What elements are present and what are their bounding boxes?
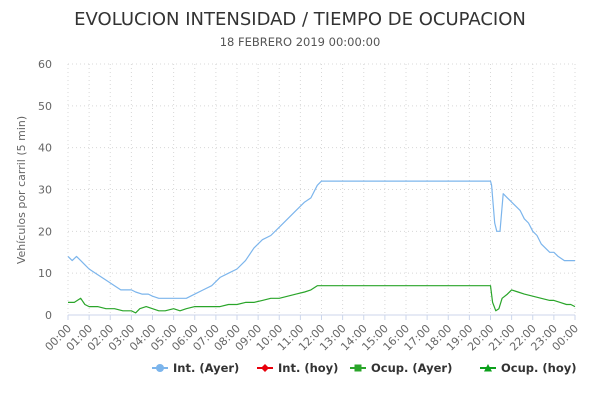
legend-item-3[interactable]: Ocup. (Ayer) bbox=[350, 361, 452, 375]
series-line-3 bbox=[68, 285, 576, 314]
legend-item-1[interactable]: Int. (Ayer) bbox=[152, 361, 239, 375]
y-tick-label: 40 bbox=[38, 142, 52, 155]
legend-triangle-marker bbox=[484, 364, 492, 372]
series-layer bbox=[67, 180, 576, 314]
y-tick-label: 60 bbox=[38, 58, 52, 71]
legend-label: Ocup. (Ayer) bbox=[371, 361, 452, 375]
chart-subtitle: 18 FEBRERO 2019 00:00:00 bbox=[220, 35, 381, 49]
grid-layer bbox=[67, 63, 576, 316]
legend-circle-marker bbox=[156, 364, 164, 372]
legend: Int. (Ayer) Int. (hoy) Ocup. (Ayer) Ocup. (… bbox=[152, 361, 576, 375]
y-axis-label: Vehículos por carril (5 min) bbox=[15, 116, 28, 264]
chart-title: EVOLUCION INTENSIDAD / TIEMPO DE OCUPACI… bbox=[74, 9, 526, 30]
y-tick-label: 20 bbox=[38, 225, 52, 238]
axis-layer: 010203040506000:0001:0002:0003:0004:0005… bbox=[38, 58, 581, 354]
legend-label: Int. (hoy) bbox=[278, 361, 338, 375]
y-tick-label: 10 bbox=[38, 267, 52, 280]
legend-item-4[interactable]: Ocup. (hoy) bbox=[480, 361, 576, 375]
y-tick-label: 0 bbox=[45, 309, 52, 322]
y-tick-label: 30 bbox=[38, 184, 52, 197]
legend-item-2[interactable]: Int. (hoy) bbox=[257, 361, 338, 375]
legend-square-marker bbox=[354, 364, 362, 372]
y-tick-label: 50 bbox=[38, 100, 52, 113]
legend-label: Ocup. (hoy) bbox=[501, 361, 576, 375]
legend-diamond-marker bbox=[261, 364, 269, 372]
legend-label: Int. (Ayer) bbox=[173, 361, 239, 375]
series-line-1 bbox=[67, 180, 575, 299]
